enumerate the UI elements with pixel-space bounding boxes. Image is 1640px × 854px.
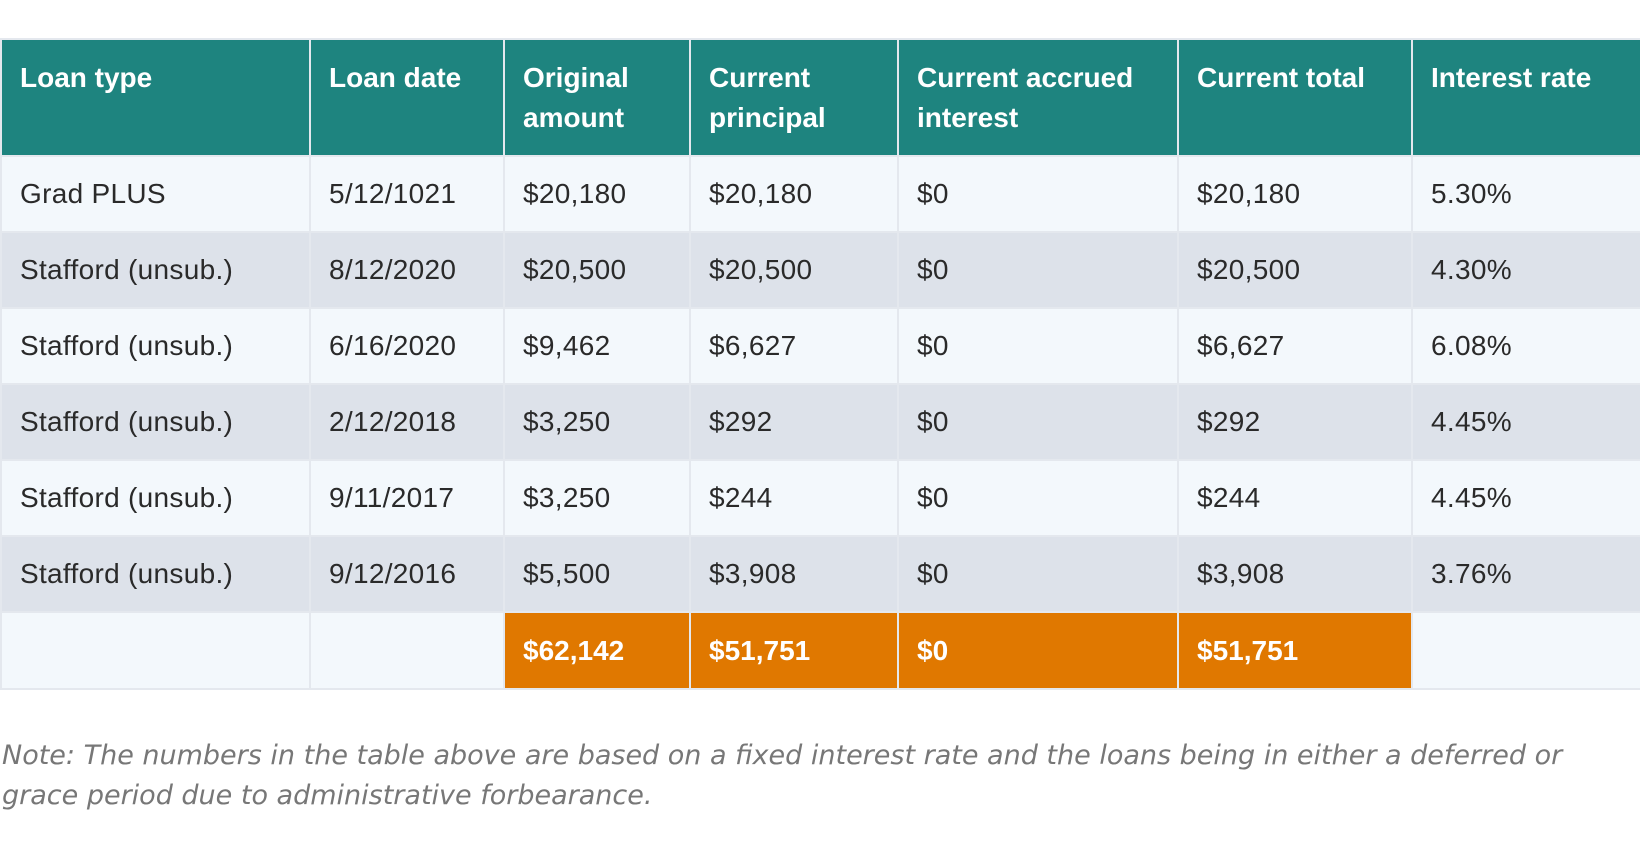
table-row: Stafford (unsub.) 9/11/2017 $3,250 $244 …: [0, 459, 1640, 537]
cell-loan-type: Stafford (unsub.): [0, 383, 311, 461]
totals-empty-cell: [0, 611, 311, 690]
cell-loan-date: 8/12/2020: [309, 231, 505, 309]
table-row: Grad PLUS 5/12/1021 $20,180 $20,180 $0 $…: [0, 155, 1640, 233]
cell-original-amount: $3,250: [503, 459, 691, 537]
cell-loan-type: Stafford (unsub.): [0, 459, 311, 537]
cell-current-principal: $244: [689, 459, 899, 537]
cell-loan-date: 5/12/1021: [309, 155, 505, 233]
table-footnote: Note: The numbers in the table above are…: [2, 740, 1563, 811]
header-current-accrued-interest: Current accrued interest: [897, 38, 1179, 157]
cell-current-accrued-interest: $0: [897, 535, 1179, 613]
total-current-accrued-interest: $0: [897, 611, 1179, 690]
total-original-amount: $62,142: [503, 611, 691, 690]
cell-current-principal: $6,627: [689, 307, 899, 385]
cell-current-total: $20,500: [1177, 231, 1413, 309]
cell-original-amount: $20,180: [503, 155, 691, 233]
cell-current-principal: $292: [689, 383, 899, 461]
table-row: Stafford (unsub.) 9/12/2016 $5,500 $3,90…: [0, 535, 1640, 613]
loan-table: Loan type Loan date Original amount Curr…: [0, 38, 1640, 690]
cell-current-accrued-interest: $0: [897, 459, 1179, 537]
cell-current-total: $292: [1177, 383, 1413, 461]
table-row: Stafford (unsub.) 8/12/2020 $20,500 $20,…: [0, 231, 1640, 309]
cell-original-amount: $9,462: [503, 307, 691, 385]
totals-empty-cell: [1411, 611, 1640, 690]
cell-current-accrued-interest: $0: [897, 231, 1179, 309]
cell-interest-rate: 4.45%: [1411, 383, 1640, 461]
totals-row: $62,142 $51,751 $0 $51,751: [0, 611, 1640, 690]
cell-interest-rate: 3.76%: [1411, 535, 1640, 613]
cell-original-amount: $20,500: [503, 231, 691, 309]
cell-loan-date: 2/12/2018: [309, 383, 505, 461]
cell-loan-type: Grad PLUS: [0, 155, 311, 233]
total-current-principal: $51,751: [689, 611, 899, 690]
cell-current-accrued-interest: $0: [897, 307, 1179, 385]
cell-loan-date: 6/16/2020: [309, 307, 505, 385]
header-interest-rate: Interest rate: [1411, 38, 1640, 157]
cell-current-total: $20,180: [1177, 155, 1413, 233]
table-header-row: Loan type Loan date Original amount Curr…: [0, 38, 1640, 157]
header-current-principal: Current principal: [689, 38, 899, 157]
cell-interest-rate: 5.30%: [1411, 155, 1640, 233]
cell-loan-type: Stafford (unsub.): [0, 231, 311, 309]
cell-loan-date: 9/12/2016: [309, 535, 505, 613]
cell-interest-rate: 4.45%: [1411, 459, 1640, 537]
cell-current-total: $3,908: [1177, 535, 1413, 613]
cell-interest-rate: 4.30%: [1411, 231, 1640, 309]
cell-current-total: $6,627: [1177, 307, 1413, 385]
cell-current-total: $244: [1177, 459, 1413, 537]
cell-current-principal: $20,180: [689, 155, 899, 233]
cell-current-principal: $3,908: [689, 535, 899, 613]
loan-table-container: Loan type Loan date Original amount Curr…: [0, 38, 1640, 690]
cell-loan-type: Stafford (unsub.): [0, 535, 311, 613]
cell-interest-rate: 6.08%: [1411, 307, 1640, 385]
cell-original-amount: $5,500: [503, 535, 691, 613]
cell-original-amount: $3,250: [503, 383, 691, 461]
header-loan-date: Loan date: [309, 38, 505, 157]
totals-empty-cell: [309, 611, 505, 690]
header-loan-type: Loan type: [0, 38, 311, 157]
cell-current-principal: $20,500: [689, 231, 899, 309]
table-row: Stafford (unsub.) 6/16/2020 $9,462 $6,62…: [0, 307, 1640, 385]
header-current-total: Current total: [1177, 38, 1413, 157]
cell-loan-date: 9/11/2017: [309, 459, 505, 537]
table-row: Stafford (unsub.) 2/12/2018 $3,250 $292 …: [0, 383, 1640, 461]
cell-loan-type: Stafford (unsub.): [0, 307, 311, 385]
cell-current-accrued-interest: $0: [897, 155, 1179, 233]
cell-current-accrued-interest: $0: [897, 383, 1179, 461]
header-original-amount: Original amount: [503, 38, 691, 157]
total-current-total: $51,751: [1177, 611, 1413, 690]
